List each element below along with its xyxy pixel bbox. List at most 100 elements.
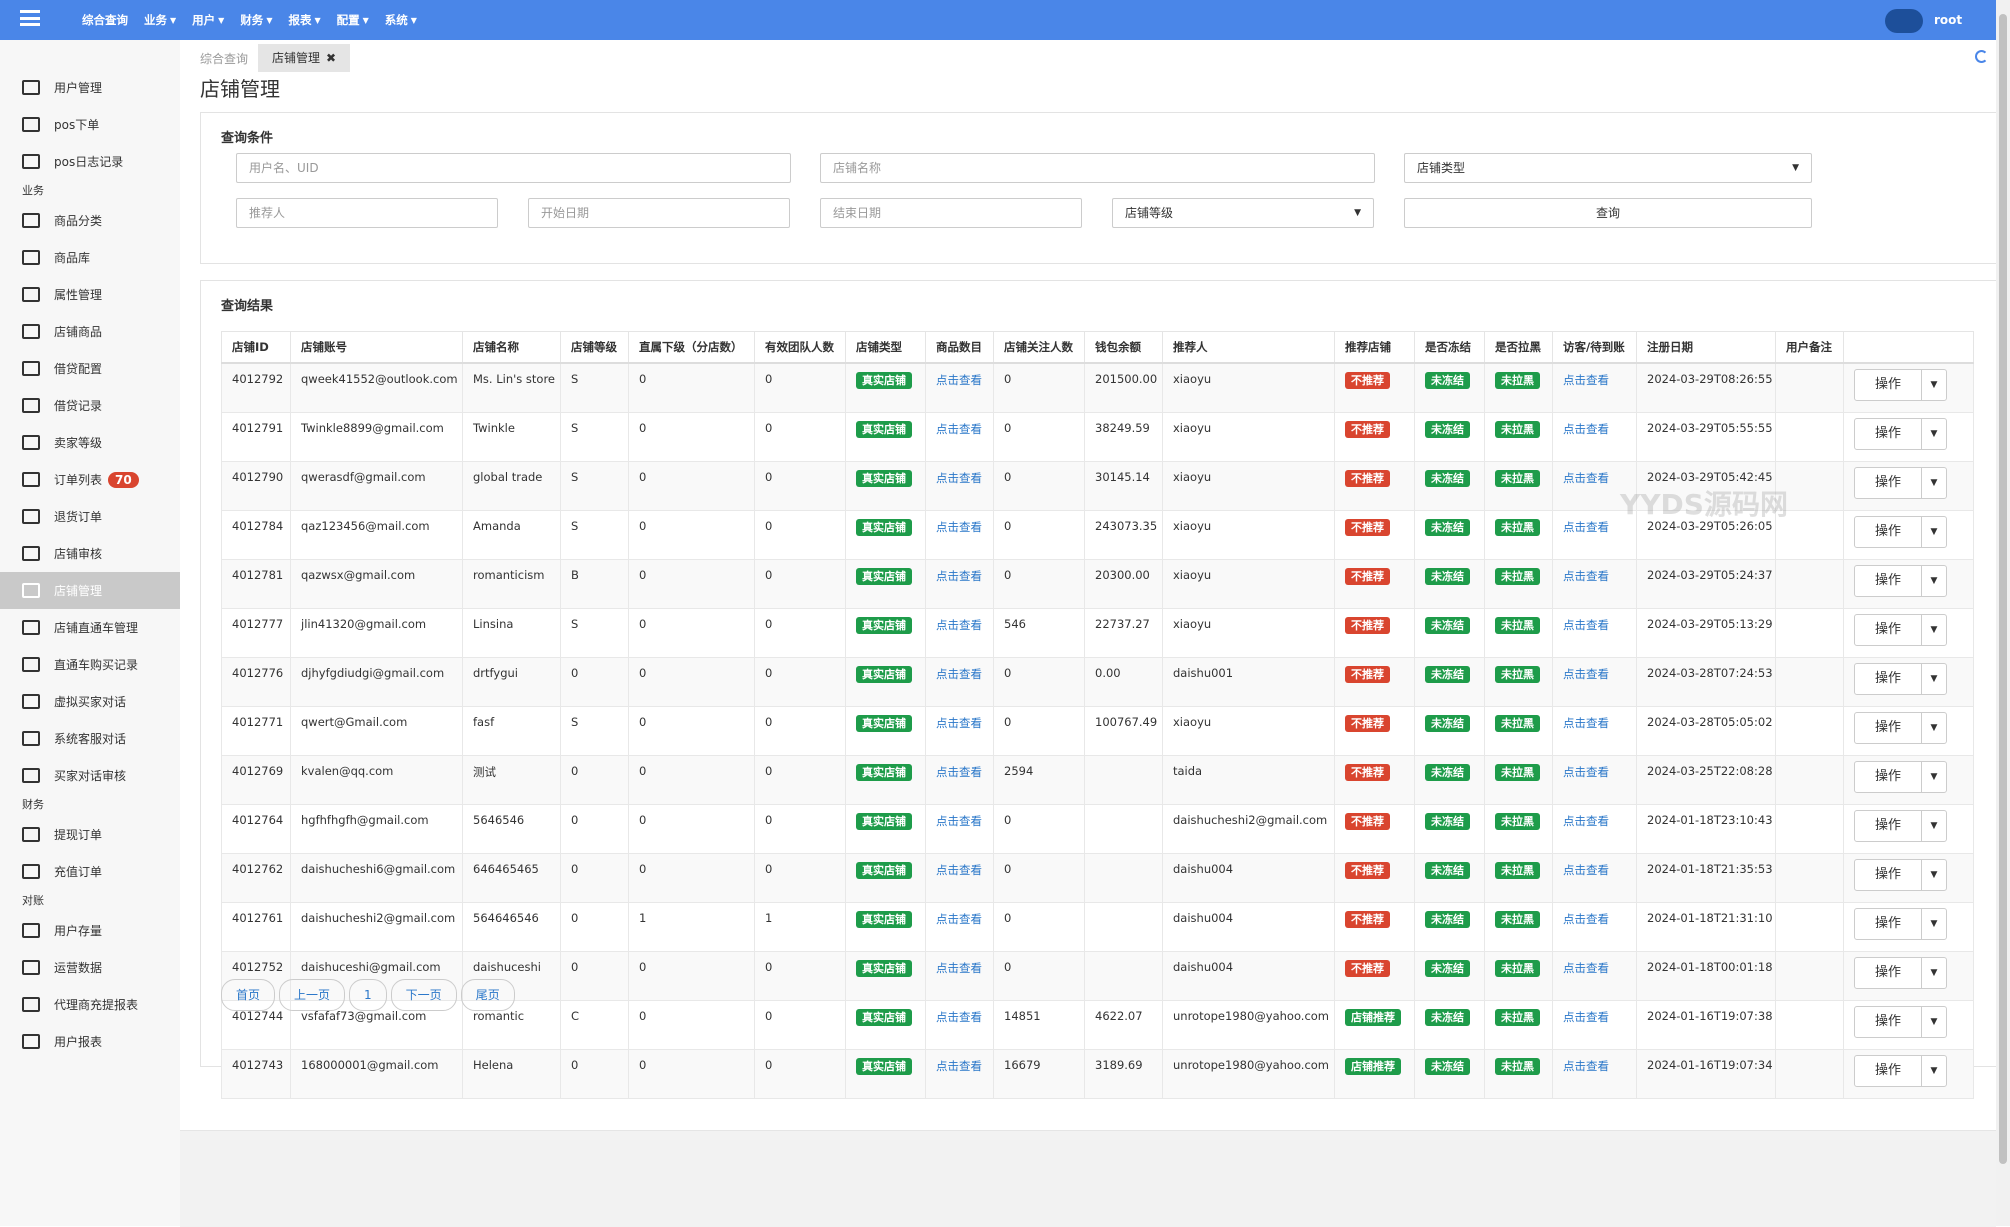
nav-item[interactable]: 用户 [192, 13, 216, 27]
action-caret[interactable]: ▼ [1921, 909, 1946, 939]
action-caret[interactable]: ▼ [1921, 419, 1946, 449]
refresh-icon[interactable] [1975, 50, 1988, 63]
user-name[interactable]: root [1934, 13, 1963, 27]
link[interactable]: 点击查看 [936, 471, 982, 485]
tab-close[interactable]: ✖ [326, 51, 337, 65]
link[interactable]: 点击查看 [1563, 618, 1609, 632]
action-caret[interactable]: ▼ [1921, 713, 1946, 743]
link[interactable]: 点击查看 [1563, 422, 1609, 436]
action-button[interactable]: 操作 ▼ [1854, 565, 1948, 597]
nav-item[interactable]: 系统 [384, 13, 408, 27]
link[interactable]: 点击查看 [1563, 912, 1609, 926]
link[interactable]: 点击查看 [1563, 471, 1609, 485]
link[interactable]: 点击查看 [1563, 1010, 1609, 1024]
sidebar-item[interactable]: 商品库 [0, 239, 180, 276]
select[interactable]: 店铺类型 ▼ [1404, 153, 1812, 183]
link[interactable]: 点击查看 [1563, 814, 1609, 828]
link[interactable]: 点击查看 [1563, 765, 1609, 779]
nav-item[interactable]: 综合查询 [82, 13, 128, 27]
link[interactable]: 点击查看 [1563, 520, 1609, 534]
link[interactable]: 点击查看 [1563, 373, 1609, 387]
action-button[interactable]: 操作 ▼ [1854, 614, 1948, 646]
action-caret[interactable]: ▼ [1921, 370, 1946, 400]
action-caret[interactable]: ▼ [1921, 517, 1946, 547]
action-button[interactable]: 操作 ▼ [1854, 761, 1948, 793]
action-caret[interactable]: ▼ [1921, 1056, 1946, 1086]
query-button[interactable]: 查询 [1404, 198, 1812, 228]
action-button[interactable]: 操作 ▼ [1854, 516, 1948, 548]
nav-item[interactable]: 报表 [288, 13, 312, 27]
link[interactable]: 点击查看 [936, 863, 982, 877]
input[interactable]: 开始日期 [528, 198, 790, 228]
action-button[interactable]: 操作 ▼ [1854, 418, 1948, 450]
link[interactable]: 点击查看 [936, 765, 982, 779]
sidebar-item[interactable]: 充值订单 [0, 853, 180, 890]
chat-icon[interactable] [1885, 9, 1923, 33]
action-button[interactable]: 操作 ▼ [1854, 369, 1948, 401]
link[interactable]: 点击查看 [936, 569, 982, 583]
page-link[interactable]: 尾页 [460, 979, 515, 1011]
action-caret[interactable]: ▼ [1921, 615, 1946, 645]
sidebar-item[interactable]: 用户报表 [0, 1023, 180, 1060]
sidebar-item[interactable]: 退货订单 [0, 498, 180, 535]
sidebar-item[interactable]: 用户存量 [0, 912, 180, 949]
sidebar-item[interactable]: 店铺直通车管理 [0, 609, 180, 646]
sidebar-item[interactable]: 借贷配置 [0, 350, 180, 387]
page-link[interactable]: 下一页 [390, 979, 457, 1011]
sidebar-item[interactable]: 虚拟买家对话 [0, 683, 180, 720]
nav-item[interactable]: 业务 [144, 13, 167, 27]
nav-item[interactable]: 财务 [240, 13, 264, 27]
sidebar-item[interactable]: 商品分类 [0, 202, 180, 239]
action-button[interactable]: 操作 ▼ [1854, 712, 1948, 744]
tab[interactable]: 店铺管理 ✖ [258, 44, 351, 72]
link[interactable]: 点击查看 [1563, 716, 1609, 730]
nav-item[interactable]: 配置 [336, 13, 360, 27]
sidebar-item[interactable]: 直通车购买记录 [0, 646, 180, 683]
sidebar-item[interactable]: pos日志记录 [0, 143, 180, 180]
action-caret[interactable]: ▼ [1921, 664, 1946, 694]
sidebar-item[interactable]: 代理商充提报表 [0, 986, 180, 1023]
sidebar-item[interactable]: 提现订单 [0, 816, 180, 853]
action-caret[interactable]: ▼ [1921, 811, 1946, 841]
link[interactable]: 点击查看 [936, 667, 982, 681]
action-button[interactable]: 操作 ▼ [1854, 810, 1948, 842]
link[interactable]: 点击查看 [1563, 863, 1609, 877]
link[interactable]: 点击查看 [936, 716, 982, 730]
action-caret[interactable]: ▼ [1921, 762, 1946, 792]
page-link[interactable]: 上一页 [279, 979, 346, 1011]
page-link[interactable]: 首页 [221, 979, 276, 1011]
page-link[interactable]: 1 [349, 979, 387, 1011]
sidebar-item[interactable]: 用户管理 [0, 69, 180, 106]
input[interactable]: 结束日期 [820, 198, 1082, 228]
action-caret[interactable]: ▼ [1921, 860, 1946, 890]
input[interactable]: 店铺名称 [820, 153, 1375, 183]
link[interactable]: 点击查看 [936, 814, 982, 828]
action-caret[interactable]: ▼ [1921, 566, 1946, 596]
sidebar-item[interactable]: 店铺商品 [0, 313, 180, 350]
link[interactable]: 点击查看 [936, 422, 982, 436]
link[interactable]: 点击查看 [936, 373, 982, 387]
sidebar-item[interactable]: 运营数据 [0, 949, 180, 986]
sidebar-item[interactable]: 借贷记录 [0, 387, 180, 424]
link[interactable]: 点击查看 [936, 618, 982, 632]
link[interactable]: 点击查看 [936, 961, 982, 975]
select[interactable]: 店铺等级 ▼ [1112, 198, 1374, 228]
link[interactable]: 点击查看 [936, 1059, 982, 1073]
sidebar-item[interactable]: pos下单 [0, 106, 180, 143]
action-caret[interactable]: ▼ [1921, 958, 1946, 988]
link[interactable]: 点击查看 [936, 912, 982, 926]
action-caret[interactable]: ▼ [1921, 468, 1946, 498]
sidebar-item[interactable]: 系统客服对话 [0, 720, 180, 757]
sidebar-item[interactable]: 店铺管理 [0, 572, 180, 609]
action-button[interactable]: 操作 ▼ [1854, 1055, 1948, 1087]
action-button[interactable]: 操作 ▼ [1854, 1006, 1948, 1038]
sidebar-item[interactable]: 订单列表 70 [0, 461, 180, 498]
input[interactable]: 推荐人 [236, 198, 498, 228]
action-button[interactable]: 操作 ▼ [1854, 663, 1948, 695]
input[interactable]: 用户名、UID [236, 153, 791, 183]
sidebar-item[interactable]: 买家对话审核 [0, 757, 180, 794]
link[interactable]: 点击查看 [1563, 961, 1609, 975]
link[interactable]: 点击查看 [1563, 1059, 1609, 1073]
action-caret[interactable]: ▼ [1921, 1007, 1946, 1037]
sidebar-item[interactable]: 属性管理 [0, 276, 180, 313]
